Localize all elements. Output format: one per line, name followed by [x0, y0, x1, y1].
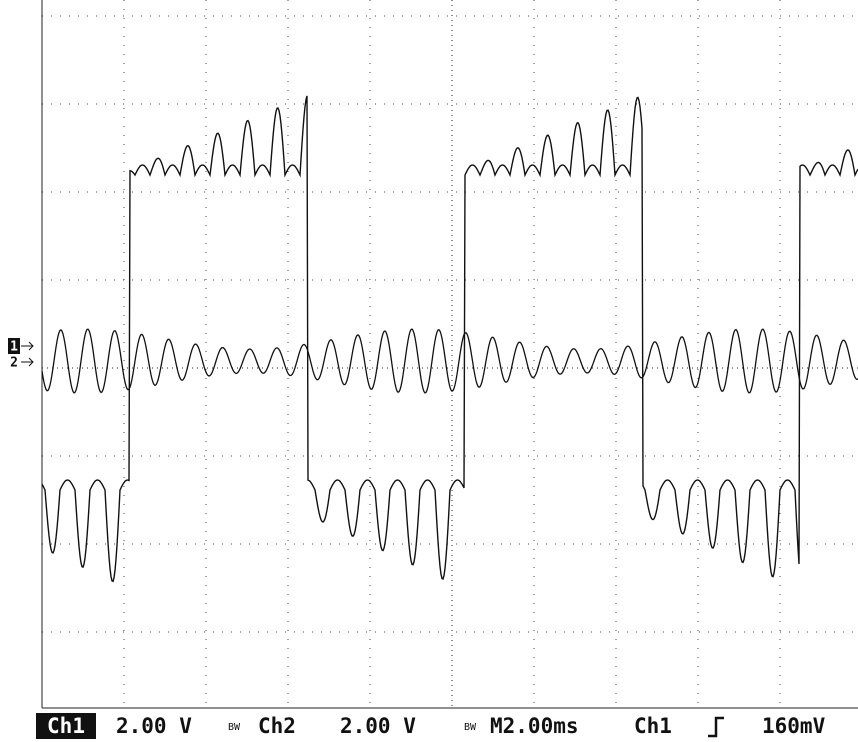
ch1-label: Ch1 — [47, 714, 85, 738]
ch2-bandwidth: BW — [464, 722, 477, 733]
graticule — [42, 0, 858, 708]
ch2-arrow — [21, 357, 34, 367]
channel-2-waveform — [41, 328, 858, 394]
ch2-scale: 2.00 V — [340, 714, 416, 738]
ch1-arrow — [21, 341, 34, 351]
trigger-slope-icon — [708, 716, 724, 738]
ch2-label: Ch2 — [258, 714, 296, 738]
channel-1-waveform — [41, 95, 858, 583]
ch1-marker-box — [8, 338, 20, 354]
ch1-marker: 1 — [10, 340, 18, 355]
trigger-level: 160mV — [762, 714, 826, 738]
trigger-source: Ch1 — [634, 714, 672, 738]
timebase: M2.00ms — [490, 714, 579, 738]
ch1-bandwidth: BW — [228, 722, 241, 733]
ch1-scale: 2.00 V — [116, 714, 192, 738]
ch2-marker: 2 — [10, 356, 18, 371]
ch1-label-box — [36, 713, 96, 739]
